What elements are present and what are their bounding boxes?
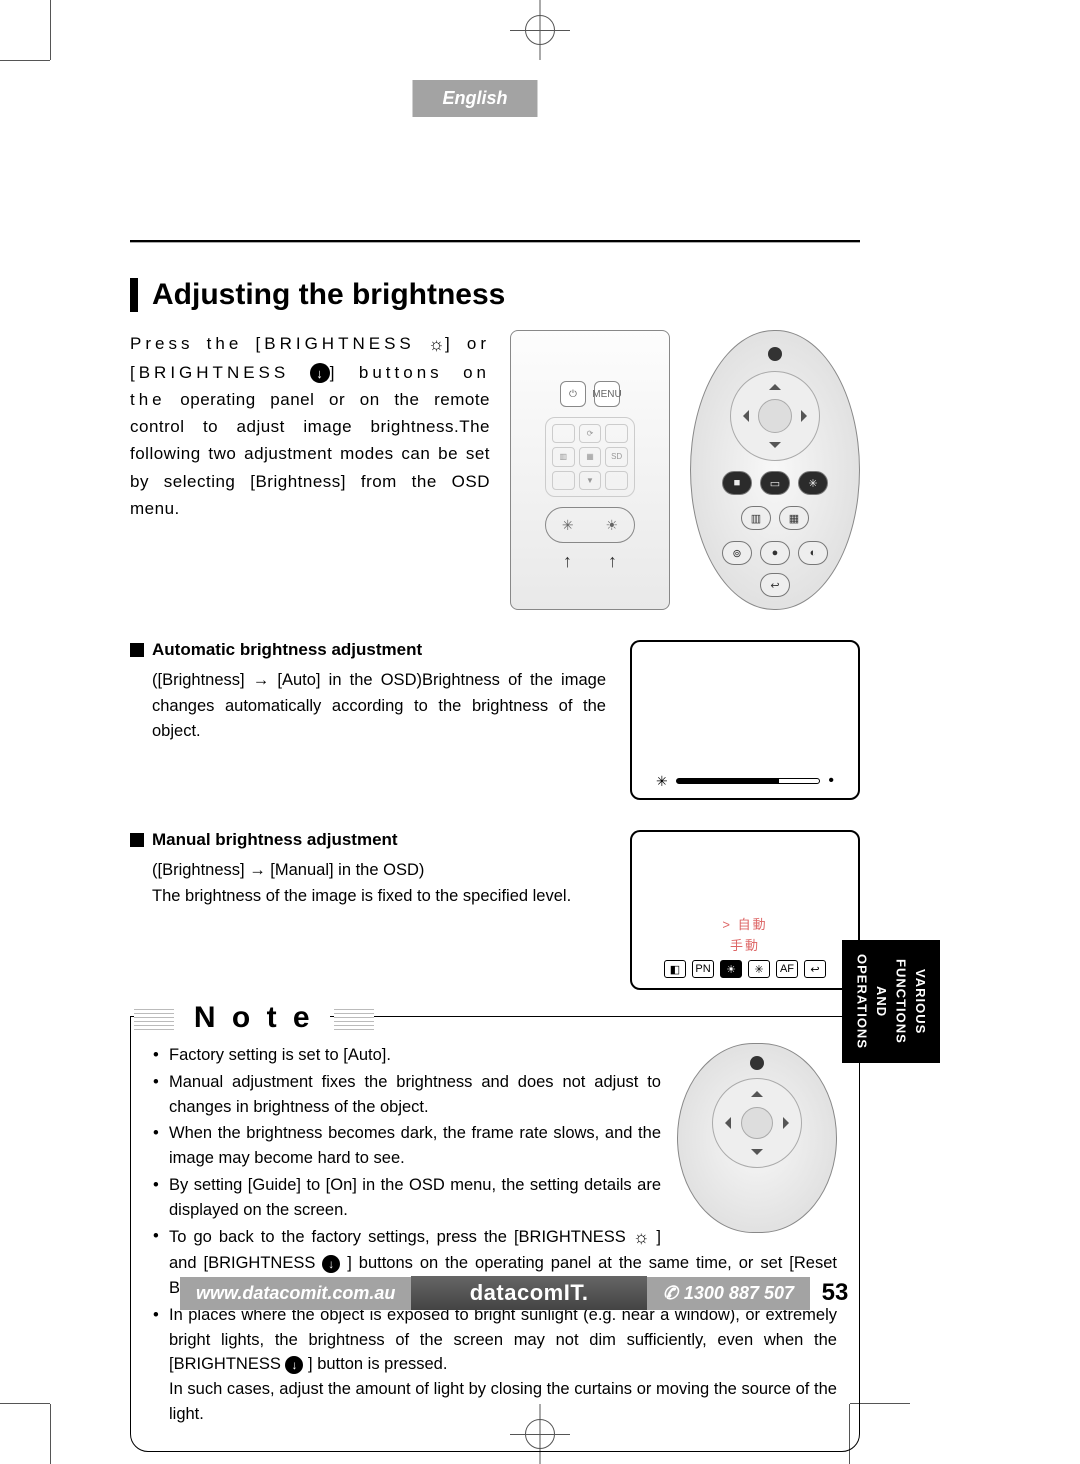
auto-body: ([Brightness] → [Auto] in the OSD)Bright… [130, 668, 606, 745]
osd-option-manual: 手動 [730, 935, 760, 954]
brightness-down-icon: ↓ [322, 1255, 340, 1273]
brightness-buttons: ✳☀ [545, 507, 635, 543]
note-item: Manual adjustment fixes the brightness a… [153, 1070, 837, 1120]
remote-button: ◐ [798, 541, 828, 565]
page-number: 53 [810, 1279, 860, 1307]
brightness-down-icon: ↓ [310, 363, 330, 383]
auto-heading: Automatic brightness adjustment [130, 640, 606, 660]
auto-preview: ✳ • [630, 640, 860, 800]
phone-icon: ✆ [663, 1283, 678, 1304]
power-icon: ⏻ [560, 381, 586, 407]
manual-body: ([Brightness] → [Manual] in the OSD) The… [130, 858, 606, 909]
note-item: When the brightness becomes dark, the fr… [153, 1121, 837, 1171]
section-title-text: Adjusting the brightness [152, 278, 505, 312]
remote-button: ▥ [741, 506, 771, 530]
sun-icon: ✳ [656, 773, 668, 790]
note-item: Factory setting is set to [Auto]. [153, 1043, 837, 1068]
footer-phone: ✆ 1300 887 507 [647, 1277, 810, 1310]
menu-icon: MENU [594, 381, 620, 407]
remote-button: ■ [722, 471, 752, 495]
remote-button: ▭ [760, 471, 790, 495]
osd-option-auto: 自動 [722, 914, 767, 933]
top-rule [130, 240, 860, 243]
dpad-icon [730, 371, 820, 461]
remote-button: ⊚ [722, 541, 752, 565]
note-item: By setting [Guide] to [On] in the OSD me… [153, 1173, 837, 1223]
crop-mark [50, 0, 51, 60]
note-item: In places where the object is exposed to… [153, 1303, 837, 1427]
note-box: ☞N o t e Factory setting is set to [Auto… [130, 1016, 860, 1452]
manual-heading: Manual brightness adjustment [130, 830, 606, 850]
section-title: Adjusting the brightness [130, 278, 860, 312]
panel-grid: ⟳ ▥▦SD ▼ [545, 417, 635, 497]
crop-mark [0, 60, 50, 61]
remote-button: ✳ [798, 471, 828, 495]
intro-paragraph: Press the [BRIGHTNESS ☼] or [BRIGHTNESS … [130, 330, 490, 610]
section-side-tab: VARIOUS FUNCTIONS AND OPERATIONS [842, 940, 940, 1063]
footer-brand: datacomIT. [411, 1276, 646, 1310]
manual-preview: 自動 手動 ◧ PN ☀ ✳ AF ↩ [630, 830, 860, 990]
registration-mark-top [510, 0, 570, 60]
brightness-up-icon: ☼ [428, 330, 445, 359]
brightness-up-icon: ☼ [633, 1224, 650, 1251]
brightness-down-icon: ↓ [285, 1356, 303, 1374]
osd-icon-row: ◧ PN ☀ ✳ AF ↩ [664, 960, 826, 978]
crop-mark [0, 1403, 50, 1404]
page-footer: www.datacomit.com.au datacomIT. ✆ 1300 8… [180, 1276, 860, 1310]
crop-mark [50, 1404, 51, 1464]
remote-control-illustration: ■ ▭ ✳ ▥ ▦ ⊚ ● ◐ ↩ [690, 330, 860, 610]
language-tab: English [412, 80, 537, 117]
footer-url: www.datacomit.com.au [180, 1277, 411, 1310]
arrow-indicators: ↑↑ [545, 551, 635, 572]
remote-button: ● [760, 541, 790, 565]
remote-button: ↩ [760, 573, 790, 597]
operating-panel-illustration: ⏻ MENU ⟳ ▥▦SD ▼ ✳☀ ↑↑ [510, 330, 670, 610]
dot-icon: • [828, 772, 834, 790]
remote-button: ▦ [779, 506, 809, 530]
note-label: ☞N o t e [141, 995, 330, 1040]
